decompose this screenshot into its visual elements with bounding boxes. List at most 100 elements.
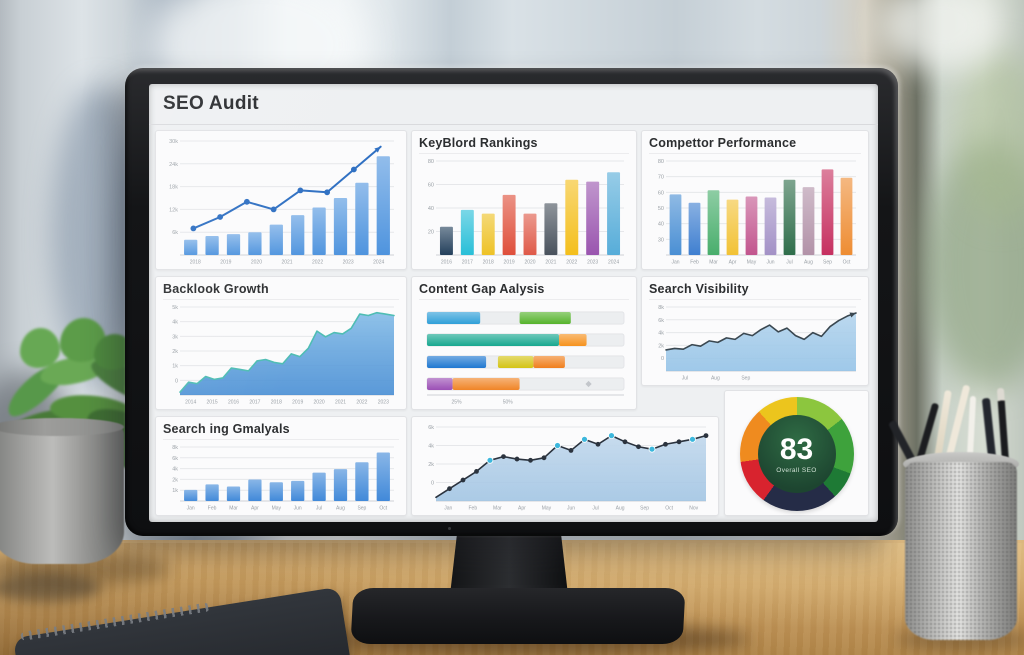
svg-text:8k: 8k xyxy=(658,305,664,311)
svg-text:40: 40 xyxy=(658,222,664,228)
svg-text:2024: 2024 xyxy=(608,260,619,266)
notebook-shadow xyxy=(0,574,100,602)
svg-text:18k: 18k xyxy=(169,185,178,191)
monitor-screen: SEO Audit 30k 24k 18k 12k 6k 2018 2019 2020 2021… xyxy=(149,84,878,522)
panel-search-analytics: Search ing Gmalyals 8k 6k 4k 2k 1k Jan Feb Mar A… xyxy=(155,416,407,516)
svg-text:Mar: Mar xyxy=(493,506,502,512)
svg-text:Oct: Oct xyxy=(379,506,387,512)
panel-search-visibility: Search Visibility 8k 6k 4k 2k 0 Jul Aug Sep xyxy=(641,276,869,386)
svg-text:2022: 2022 xyxy=(566,260,577,266)
svg-text:Sep: Sep xyxy=(640,506,649,512)
svg-text:24k: 24k xyxy=(169,162,178,168)
svg-text:60: 60 xyxy=(428,183,434,189)
seo-score-gauge-center: 83 Overall SEO xyxy=(757,415,836,493)
svg-text:2021: 2021 xyxy=(335,400,346,406)
svg-text:2019: 2019 xyxy=(292,400,303,406)
panel-keyword-rankings: KeyBlord Rankings 80 60 40 20 2016 2017 2018 20… xyxy=(411,130,637,270)
svg-text:2017: 2017 xyxy=(249,400,260,406)
panel-title: Backlook Growth xyxy=(163,282,399,300)
svg-text:2023: 2023 xyxy=(343,260,354,266)
pen-cup xyxy=(905,462,1017,640)
svg-text:50%: 50% xyxy=(503,400,514,406)
svg-text:Apr: Apr xyxy=(518,506,526,512)
content-gap-chart: 25% 50% xyxy=(419,302,629,406)
svg-text:May: May xyxy=(747,260,757,266)
seo-score-gauge-ring: 83 Overall SEO xyxy=(739,397,854,511)
svg-text:2k: 2k xyxy=(172,477,178,483)
svg-text:2k: 2k xyxy=(658,343,664,349)
svg-text:3k: 3k xyxy=(172,334,178,340)
svg-text:2024: 2024 xyxy=(373,260,384,266)
svg-text:May: May xyxy=(272,506,282,512)
traffic-overview-chart: 30k 24k 18k 12k 6k 2018 2019 2020 2021 2022 2023 20… xyxy=(163,136,399,266)
svg-text:4k: 4k xyxy=(428,444,434,450)
svg-text:May: May xyxy=(542,506,552,512)
svg-text:2020: 2020 xyxy=(251,260,262,266)
svg-text:2020: 2020 xyxy=(524,260,535,266)
svg-text:Nov: Nov xyxy=(689,506,698,512)
keyword-rankings-chart: 80 60 40 20 2016 2017 2018 2019 2020 2021 2022 2023… xyxy=(419,156,629,266)
monitor: SEO Audit 30k 24k 18k 12k 6k 2018 2019 2020 2021… xyxy=(125,68,898,536)
svg-text:20: 20 xyxy=(428,230,434,236)
panel-backlink-growth: Backlook Growth 5k 4k 3k 2k 1k 0 2014 2015 2016 2… xyxy=(155,276,407,410)
svg-text:2018: 2018 xyxy=(190,260,201,266)
panel-title: KeyBlord Rankings xyxy=(419,136,629,154)
blurred-foliage xyxy=(955,50,1024,220)
svg-text:40: 40 xyxy=(428,206,434,212)
svg-text:1k: 1k xyxy=(172,488,178,494)
plant-pot xyxy=(0,418,124,564)
svg-text:2019: 2019 xyxy=(220,260,231,266)
svg-text:2014: 2014 xyxy=(185,400,196,406)
competitor-performance-chart: 80 70 60 50 40 30 Jan Feb Mar Apr May Jun Jul Aug Sep O… xyxy=(649,156,861,266)
svg-text:6k: 6k xyxy=(658,318,664,324)
panel-title: Search Visibility xyxy=(649,282,861,300)
svg-text:Jul: Jul xyxy=(592,506,598,512)
search-analytics-chart: 8k 6k 4k 2k 1k Jan Feb Mar Apr May Jun Jul Aug Sep Oct xyxy=(163,442,399,512)
svg-text:Mar: Mar xyxy=(229,506,238,512)
svg-text:2k: 2k xyxy=(428,462,434,468)
svg-text:Jan: Jan xyxy=(671,260,679,266)
svg-text:2022: 2022 xyxy=(312,260,323,266)
seo-score-value: 83 xyxy=(779,432,814,466)
svg-text:50: 50 xyxy=(658,206,664,212)
panel-title: Compettor Performance xyxy=(649,136,861,154)
svg-text:2023: 2023 xyxy=(587,260,598,266)
search-visibility-chart: 8k 6k 4k 2k 0 Jul Aug Sep xyxy=(649,302,861,382)
dashboard-title: SEO Audit xyxy=(163,93,259,114)
svg-text:Aug: Aug xyxy=(336,506,345,512)
panel-competitor-performance: Compettor Performance 80 70 60 50 40 30 Jan Feb… xyxy=(641,130,869,270)
svg-text:5k: 5k xyxy=(172,305,178,311)
svg-text:2016: 2016 xyxy=(228,400,239,406)
monitor-stand-neck xyxy=(450,533,568,595)
plant-leaf xyxy=(20,328,60,368)
svg-text:2023: 2023 xyxy=(378,400,389,406)
svg-text:Sep: Sep xyxy=(741,376,750,382)
panel-content-gap: Content Gap Aalysis 25% 50% xyxy=(411,276,637,410)
svg-text:2021: 2021 xyxy=(281,260,292,266)
svg-text:Jan: Jan xyxy=(187,506,195,512)
svg-text:12k: 12k xyxy=(169,207,178,213)
svg-text:0: 0 xyxy=(175,378,178,384)
svg-text:Sep: Sep xyxy=(357,506,366,512)
svg-text:25%: 25% xyxy=(452,400,463,406)
svg-text:2017: 2017 xyxy=(462,260,473,266)
svg-text:Aug: Aug xyxy=(616,506,625,512)
svg-text:Jan: Jan xyxy=(444,506,452,512)
svg-text:Jul: Jul xyxy=(316,506,322,512)
svg-text:2k: 2k xyxy=(172,349,178,355)
monitor-stand-base xyxy=(350,588,686,644)
svg-text:Jun: Jun xyxy=(294,506,302,512)
svg-text:80: 80 xyxy=(658,159,664,165)
svg-text:Feb: Feb xyxy=(469,506,478,512)
svg-text:Apr: Apr xyxy=(251,506,259,512)
svg-text:2018: 2018 xyxy=(271,400,282,406)
svg-text:Jul: Jul xyxy=(682,376,688,382)
svg-text:Feb: Feb xyxy=(690,260,699,266)
panel-trendline: 6k 4k 2k 0 Jan Feb Mar Apr May Jun Jul Aug Sep Oct Nov xyxy=(411,416,719,516)
svg-text:2018: 2018 xyxy=(483,260,494,266)
svg-text:2020: 2020 xyxy=(314,400,325,406)
seo-score-caption: Overall SEO xyxy=(776,466,817,474)
svg-text:Oct: Oct xyxy=(665,506,673,512)
svg-text:1k: 1k xyxy=(172,364,178,370)
